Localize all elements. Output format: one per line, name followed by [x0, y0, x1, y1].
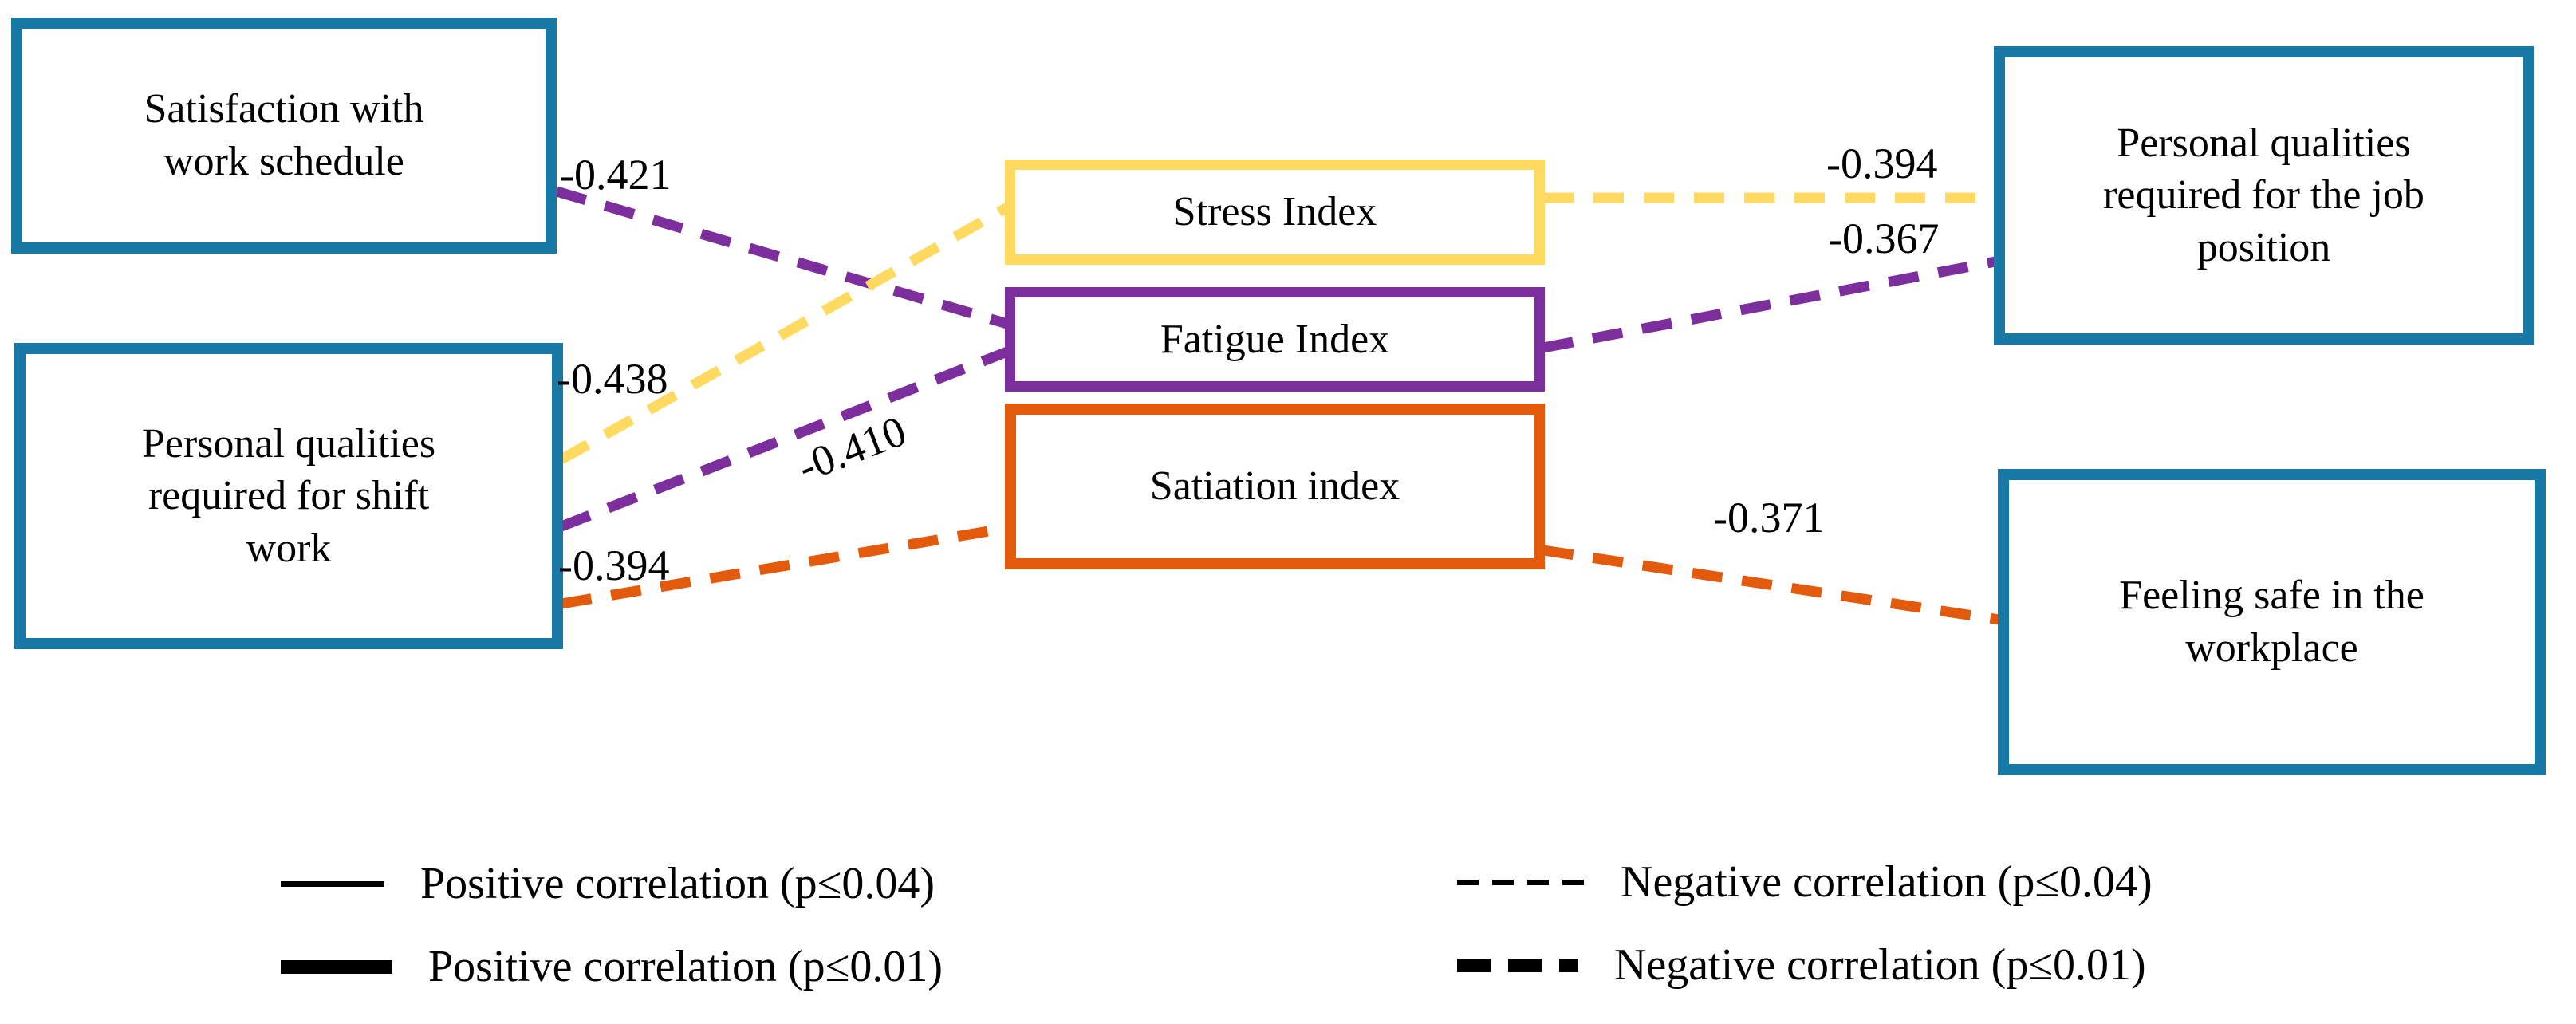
node-safe: Feeling safe in the workplace — [1998, 469, 2546, 775]
edge-label-satiation-safe: -0.371 — [1713, 494, 1825, 542]
edge-shift-stress — [558, 203, 1010, 464]
node-label-satisfaction: Satisfaction with work schedule — [144, 86, 424, 184]
edge-label-satisfaction-fatigue: -0.421 — [560, 151, 672, 199]
legend-label-pos-004: Positive correlation (p≤0.04) — [420, 859, 935, 908]
edge-label-stress-job: -0.394 — [1826, 140, 1938, 187]
legend-swatch-neg-001-dashed-line-icon — [1457, 958, 1578, 972]
node-label-job: Personal qualities required for the job … — [2103, 120, 2424, 270]
legend-swatch-neg-004-dashed-line-icon — [1457, 879, 1585, 885]
legend-item-neg-001: Negative correlation (p≤0.01) — [1457, 936, 2146, 994]
edge-satisfaction-fatigue — [555, 186, 1009, 329]
node-label-satiation: Satiation index — [1149, 463, 1400, 510]
node-stress: Stress Index — [1005, 160, 1545, 265]
legend-swatch-pos-004-solid-line-icon — [281, 880, 384, 887]
edge-shift-fatigue — [559, 346, 1010, 532]
legend-label-neg-004: Negative correlation (p≤0.04) — [1621, 857, 2153, 907]
node-label-shift: Personal qualities required for shift wo… — [141, 420, 436, 571]
edge-label-shift-stress: -0.438 — [557, 355, 668, 403]
node-label-stress: Stress Index — [1172, 189, 1377, 235]
node-fatigue: Fatigue Index — [1005, 287, 1545, 392]
legend-item-pos-004: Positive correlation (p≤0.04) — [281, 855, 935, 912]
legend-label-pos-001: Positive correlation (p≤0.01) — [428, 942, 943, 991]
legend-item-pos-001: Positive correlation (p≤0.01) — [281, 938, 943, 995]
node-satisfaction: Satisfaction with work schedule — [11, 18, 557, 254]
node-shift: Personal qualities required for shift wo… — [14, 343, 563, 649]
edge-shift-satiation — [560, 522, 1009, 609]
edge-satiation-safe — [1542, 545, 2000, 625]
node-label-safe: Feeling safe in the workplace — [2119, 573, 2424, 671]
edge-label-fatigue-job: -0.367 — [1828, 215, 1940, 262]
edge-fatigue-job — [1542, 256, 1997, 353]
edge-label-shift-satiation: -0.394 — [558, 542, 670, 589]
legend-swatch-pos-001-solid-line-icon — [281, 959, 392, 974]
node-label-fatigue: Fatigue Index — [1160, 316, 1390, 362]
legend-label-neg-001: Negative correlation (p≤0.01) — [1614, 940, 2146, 990]
legend-item-neg-004: Negative correlation (p≤0.04) — [1457, 853, 2153, 911]
node-satiation: Satiation index — [1005, 404, 1545, 569]
node-job: Personal qualities required for the job … — [1994, 46, 2534, 345]
